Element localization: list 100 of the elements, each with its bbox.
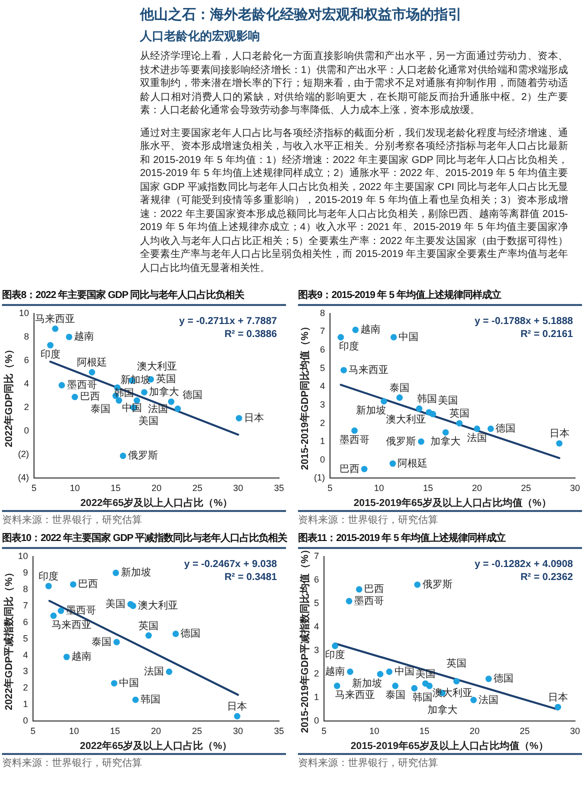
x-tick-label: 10 [369, 726, 380, 736]
y-tick-label: 5 [320, 362, 325, 373]
annotation: y = -0.1282x + 4.0908 [474, 559, 574, 570]
series-label: 马来西亚 [335, 689, 376, 702]
point [418, 438, 424, 445]
series-label: 俄罗斯 [386, 435, 416, 448]
y-axis-title: 2015-2019年GDP同比均值（%） [298, 322, 311, 470]
y-tick-label: 3 [22, 666, 28, 676]
point [352, 326, 359, 334]
series-label: 加拿大 [430, 436, 461, 448]
point [168, 398, 174, 405]
x-tick-label: 35 [274, 726, 284, 736]
y-tick-label: 8 [22, 584, 28, 594]
series-label: 韩国 [417, 392, 438, 405]
point [442, 429, 449, 436]
y-axis-title: 2022年GDP平减指数同比（%） [2, 567, 15, 710]
y-tick-label: 7 [22, 600, 28, 610]
text: 从经济学理论上看，人口老龄化一方面直接影响供需和产出水平，另一方面通过劳动力、资本、技术进步等要素间接影响经济增长：1）供需和产出水平：人口老龄化通常对供给端和需求端形成双重制约，带来潜在增长率的下行；短期来看，由于需求不足对通胀有抑制作用，而随着劳动适龄人口相对消费人口的紧缺，对供给端的影响更大，在长期可能反而抬升通胀中枢。2）生产要素：人口老龄化通常会导致劳动参与率降低、人力成本上涨，资本形成放缓。 [140, 50, 568, 118]
series-label: 美国 [415, 668, 436, 680]
series-label: 澳大利亚 [137, 360, 177, 373]
chart-title: 图表9：2015-2019 年 5 年均值上述规律同样成立 [298, 288, 582, 306]
point [390, 460, 396, 467]
x-tick-label: 30 [570, 726, 580, 736]
series-label: 俄罗斯 [128, 450, 158, 462]
series-label: 马来西亚 [35, 312, 76, 325]
point [340, 366, 347, 374]
point [346, 668, 354, 675]
series-label: 日本 [549, 428, 570, 440]
point [456, 420, 463, 426]
y-tick-label: 4 [320, 381, 325, 392]
series-label: 马来西亚 [348, 364, 389, 376]
point [166, 668, 172, 675]
series-label: 马来西亚 [52, 618, 92, 631]
point [172, 630, 179, 638]
series-label: 越南 [360, 324, 380, 336]
point [386, 668, 392, 675]
series-label: 法国 [148, 402, 168, 415]
series-label: 英国 [446, 657, 467, 670]
chart-title: 图表8：2022 年主要国家 GDP 同比与老年人口占比负相关 [2, 288, 286, 306]
y-tick-label: 10 [18, 308, 29, 318]
series-label: 韩国 [412, 691, 432, 704]
series-label: 英国 [138, 620, 159, 632]
series-label: 英国 [449, 408, 470, 420]
x-tick-label: 10 [69, 726, 80, 736]
series-label: 墨西哥 [354, 596, 384, 607]
y-tick-label: 0 [24, 426, 29, 436]
x-axis-title: 2015-2019年65岁及以上人口占比均值（%） [350, 740, 548, 752]
point [422, 680, 429, 687]
series-label: 阿根廷 [398, 457, 428, 470]
series-label: 巴西 [78, 579, 98, 590]
x-tick-label: 20 [470, 726, 480, 736]
point [72, 394, 78, 400]
point [554, 704, 562, 710]
point [127, 600, 134, 608]
series-label: 日本 [227, 700, 248, 713]
series-label: 墨西哥 [66, 380, 97, 391]
point [390, 334, 397, 340]
text: 人口老龄化的宏观影响 [140, 28, 261, 45]
series-label: 加拿大 [427, 704, 458, 716]
series-label: 印度 [40, 348, 60, 360]
series-label: 泰国 [90, 404, 111, 416]
annotation: R² = 0.3481 [224, 572, 278, 584]
y-tick-label: (4) [18, 472, 29, 483]
annotation: y = -0.1788x + 5.1888 [474, 316, 574, 328]
x-tick-label: 15 [422, 483, 434, 494]
point [411, 685, 418, 692]
point [70, 581, 76, 588]
y-tick-label: 3 [314, 645, 320, 656]
series-label: 德国 [180, 628, 201, 640]
point [112, 570, 120, 576]
series-label: 法国 [478, 694, 499, 706]
x-tick-label: 10 [70, 483, 80, 494]
y-tick-label: 6 [22, 616, 28, 627]
y-tick-label: 4 [24, 378, 29, 389]
x-tick-label: 30 [233, 483, 244, 494]
annotation: y = -0.2467x + 9.038 [184, 559, 278, 570]
x-axis-title: 2022年65岁及以上人口占比（%） [80, 740, 232, 752]
x-tick-label: 35 [274, 483, 284, 494]
point [50, 612, 57, 619]
series-label: 泰国 [390, 382, 410, 394]
x-tick-label: 15 [110, 726, 120, 736]
y-axis-title: 2022年GDP同比（%） [2, 344, 15, 448]
point [332, 642, 338, 650]
series-label: 印度 [38, 570, 59, 582]
series-label: 新加坡 [356, 404, 386, 417]
point [377, 670, 384, 678]
series-label: 墨西哥 [340, 434, 370, 446]
x-tick-label: 5 [31, 483, 37, 494]
annotation: R² = 0.2161 [520, 329, 574, 340]
point [556, 440, 563, 447]
series-label: 泰国 [92, 636, 112, 648]
point [234, 713, 240, 720]
series-label: 德国 [182, 390, 203, 401]
y-tick-label: 9 [22, 567, 28, 578]
y-tick-label: 0 [22, 716, 28, 726]
series-label: 澳大利亚 [138, 600, 178, 612]
point [66, 334, 72, 340]
point [485, 676, 492, 682]
point [45, 582, 52, 590]
y-axis-title: 2015-2019年GDP平减指数同比均值（%） [298, 544, 311, 733]
